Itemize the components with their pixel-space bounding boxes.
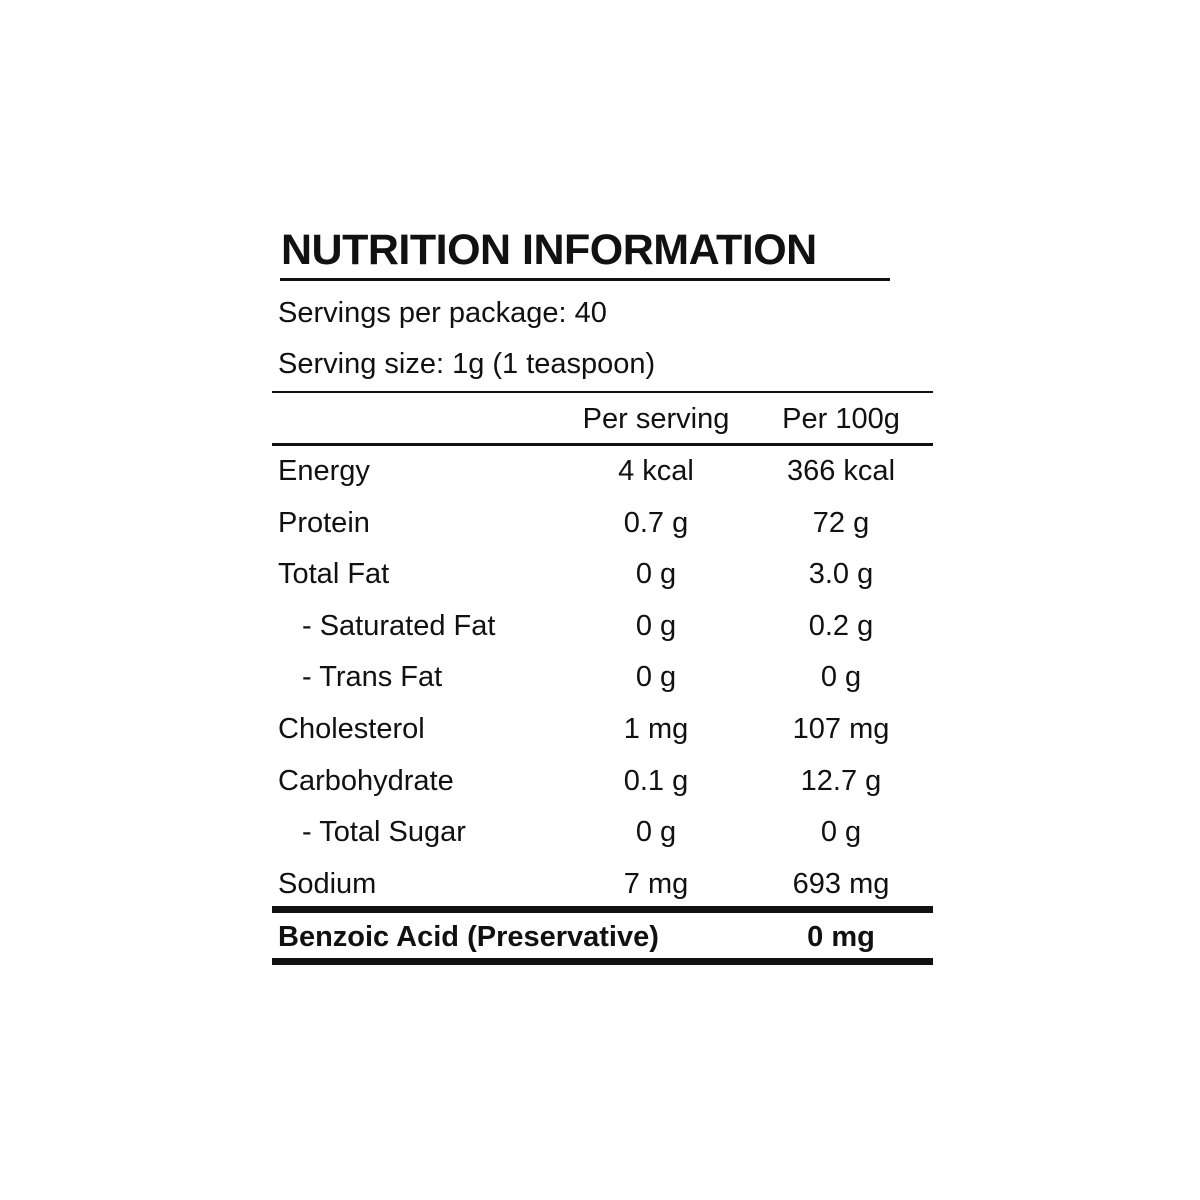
footer-row: Benzoic Acid (Preservative) 0 mg <box>0 911 1200 963</box>
per-serving-value: 0 g <box>635 661 677 694</box>
table-row: - Trans Fat 0 g 0 g <box>0 651 1200 703</box>
table-row: Sodium 7 mg 693 mg <box>0 858 1200 910</box>
per-100g-value: 107 mg <box>792 713 890 745</box>
nutrient-label: Carbohydrate <box>278 764 454 797</box>
per-serving-value: 0.1 g <box>623 764 689 797</box>
title-underline <box>280 278 890 281</box>
divider <box>272 443 933 446</box>
divider-thick <box>272 906 933 913</box>
per-serving-value: 0 g <box>635 816 677 849</box>
serving-size: Serving size: 1g (1 teaspoon) <box>278 348 656 380</box>
page-title: NUTRITION INFORMATION <box>281 226 817 274</box>
nutrient-label: - Saturated Fat <box>302 609 496 642</box>
per-100g-value: 0 g <box>820 816 862 849</box>
table-row: - Total Sugar 0 g 0 g <box>0 806 1200 858</box>
header-per-100g: Per 100g <box>782 403 900 435</box>
nutrient-label: Cholesterol <box>278 713 425 745</box>
divider <box>272 391 933 393</box>
per-100g-value: 693 mg <box>792 867 890 900</box>
per-100g-value: 72 g <box>812 506 870 539</box>
per-100g-value: 0.2 g <box>808 609 874 642</box>
header-per-serving: Per serving <box>582 403 730 435</box>
divider-thick <box>272 958 933 965</box>
per-serving-value: 0 g <box>635 609 677 642</box>
footer-label: Benzoic Acid (Preservative) <box>278 921 659 953</box>
nutrient-label: - Trans Fat <box>302 661 443 694</box>
table-row: Cholesterol 1 mg 107 mg <box>0 703 1200 755</box>
per-100g-value: 3.0 g <box>808 558 874 591</box>
per-serving-value: 0.7 g <box>623 506 689 539</box>
nutrient-label: Sodium <box>278 867 377 900</box>
servings-per-package: Servings per package: 40 <box>278 297 607 329</box>
table-row: Protein 0.7 g 72 g <box>0 497 1200 549</box>
per-100g-value: 366 kcal <box>786 455 896 487</box>
per-100g-value: 0 g <box>820 661 862 694</box>
per-100g-value: 12.7 g <box>800 764 882 797</box>
per-serving-value: 0 g <box>635 558 677 591</box>
per-serving-value: 4 kcal <box>618 455 694 487</box>
nutrient-label: Protein <box>278 506 370 539</box>
table-row: Energy 4 kcal 366 kcal <box>0 445 1200 497</box>
nutrient-label: - Total Sugar <box>302 816 466 849</box>
nutrient-label: Total Fat <box>278 558 390 591</box>
per-serving-value: 7 mg <box>623 867 689 900</box>
table-header: Per serving Per 100g <box>0 393 1200 445</box>
table-row: - Saturated Fat 0 g 0.2 g <box>0 600 1200 652</box>
footer-per-100g: 0 mg <box>807 921 875 953</box>
table-row: Carbohydrate 0.1 g 12.7 g <box>0 755 1200 807</box>
nutrient-label: Energy <box>278 455 370 487</box>
per-serving-value: 1 mg <box>623 713 689 745</box>
table-row: Total Fat 0 g 3.0 g <box>0 548 1200 600</box>
